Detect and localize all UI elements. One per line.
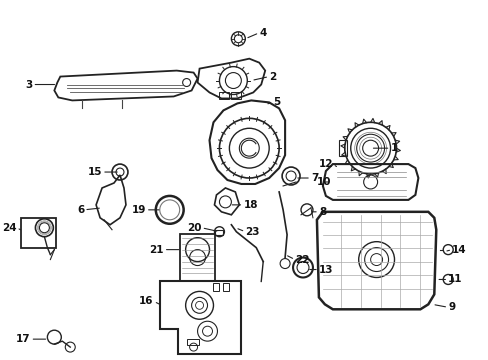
Text: 3: 3 (25, 80, 32, 90)
Text: 13: 13 (318, 265, 333, 275)
Text: 11: 11 (447, 274, 462, 284)
Bar (20, 218, 56, 248)
Text: 17: 17 (16, 334, 30, 344)
Text: 8: 8 (318, 207, 325, 217)
Bar (231, 93, 241, 99)
Text: 16: 16 (139, 296, 154, 306)
Text: 4: 4 (259, 28, 266, 38)
Text: 21: 21 (149, 245, 163, 255)
Text: 22: 22 (294, 255, 309, 265)
Bar (219, 93, 229, 99)
Text: 2: 2 (268, 72, 276, 82)
Text: 9: 9 (447, 302, 454, 312)
Text: 12: 12 (318, 159, 332, 169)
Bar (215, 230, 223, 235)
Text: 5: 5 (273, 98, 280, 107)
Text: 14: 14 (451, 245, 466, 255)
Text: 10: 10 (316, 177, 330, 187)
Text: 19: 19 (131, 205, 145, 215)
Text: 7: 7 (310, 173, 318, 183)
Text: 1: 1 (390, 143, 397, 153)
Text: 6: 6 (77, 205, 84, 215)
Bar (338, 140, 346, 156)
Bar (186, 339, 198, 345)
Text: 23: 23 (245, 227, 259, 237)
Text: 18: 18 (243, 200, 257, 210)
Bar (179, 234, 215, 282)
Text: 20: 20 (187, 223, 201, 233)
Bar (213, 283, 219, 291)
Bar (223, 283, 229, 291)
Text: 15: 15 (87, 167, 102, 177)
Text: 24: 24 (2, 223, 17, 233)
